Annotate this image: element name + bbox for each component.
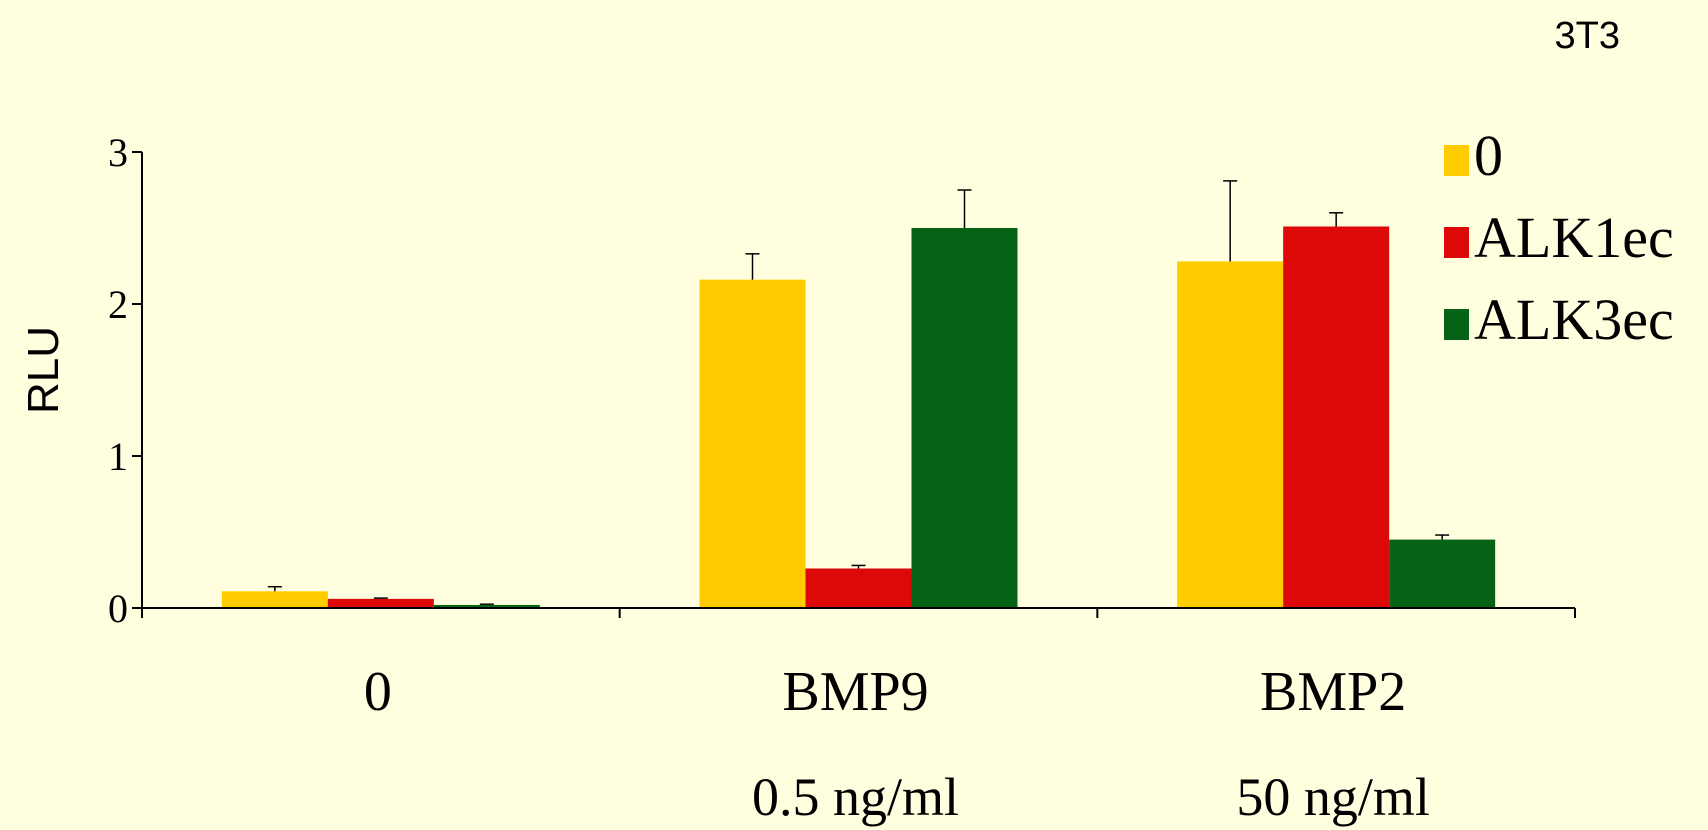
legend-swatch-0 <box>1444 145 1469 176</box>
bar-0-BMP9 <box>699 279 806 608</box>
bar-ALK1ec-0 <box>327 598 434 608</box>
bar-ALK1ec-BMP9 <box>805 568 912 608</box>
bar-ALK1ec-BMP2 <box>1283 226 1390 609</box>
y-axis-label: RLU <box>19 326 68 414</box>
bar-0-0 <box>221 591 328 608</box>
legend-swatch-ALK3ec <box>1444 309 1469 340</box>
bar-0-BMP2 <box>1177 261 1284 608</box>
legend-swatch-ALK1ec <box>1444 227 1469 258</box>
legend: 0 ALK1ec ALK3ec <box>1444 123 1674 352</box>
x-tick-label: BMP2 <box>1260 661 1406 723</box>
bar-ALK3ec-BMP2 <box>1389 539 1496 608</box>
plot-area: 0 1 2 3 0 BMP9 0.5 ng/ml BMP2 50 ng/ml <box>108 130 1576 827</box>
bar-ALK3ec-0 <box>433 604 540 608</box>
corner-label: 3T3 <box>1555 15 1620 57</box>
x-tick-label: 0 <box>364 661 392 723</box>
y-tick-label: 3 <box>108 130 128 175</box>
legend-label-ALK1ec: ALK1ec <box>1474 205 1674 270</box>
legend-label-0: 0 <box>1474 123 1503 188</box>
y-tick-label: 2 <box>108 282 128 327</box>
x-tick-sublabel: 0.5 ng/ml <box>752 767 959 827</box>
x-tick-label: BMP9 <box>782 661 928 723</box>
y-tick-label: 1 <box>108 434 128 479</box>
bar-ALK3ec-BMP9 <box>911 228 1018 608</box>
y-tick-label: 0 <box>108 586 128 631</box>
x-tick-sublabel: 50 ng/ml <box>1236 767 1430 827</box>
legend-label-ALK3ec: ALK3ec <box>1474 287 1674 352</box>
